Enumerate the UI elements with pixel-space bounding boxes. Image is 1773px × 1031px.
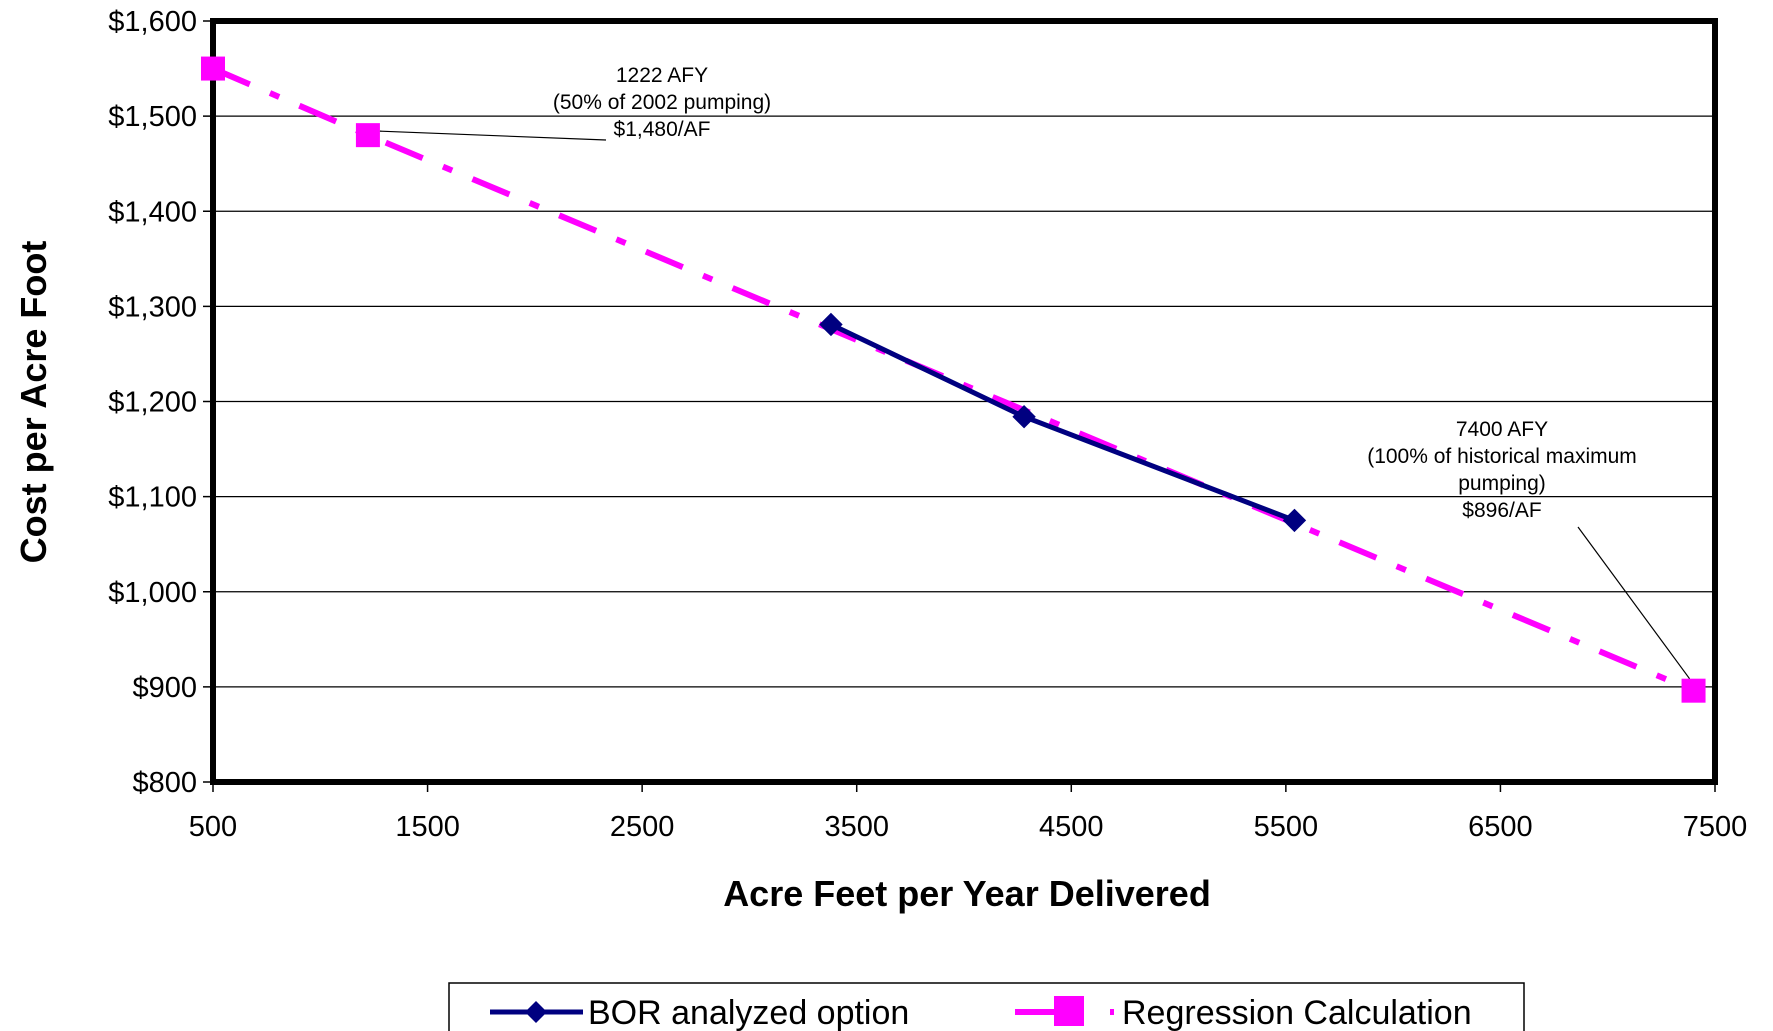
annotation-2-line: 7400 AFY (1456, 418, 1548, 441)
annotation-1-line: 1222 AFY (616, 64, 708, 87)
legend-box (448, 982, 1525, 1031)
annotation-2-leader (1577, 526, 1691, 680)
x-tick-label: 4500 (1039, 811, 1104, 843)
y-tick-label: $1,300 (108, 291, 197, 323)
y-tick-label: $800 (132, 767, 197, 799)
y-tick-label: $1,600 (108, 6, 197, 38)
series-line-1 (211, 65, 1695, 694)
data-point-diamond (1012, 405, 1036, 429)
series-line-0 (829, 322, 1296, 523)
x-tick-label: 2500 (610, 811, 675, 843)
x-tick-label: 5500 (1254, 811, 1319, 843)
x-tick-label: 1500 (395, 811, 460, 843)
annotations-layer: 1222 AFY (50% of 2002 pumping) $1,480/AF 74… (379, 64, 1691, 680)
y-tick-label: $900 (132, 672, 197, 704)
legend-label-bor: BOR analyzed option (588, 994, 909, 1031)
legend-marker-regression (1054, 996, 1084, 1026)
data-point-square (1681, 678, 1706, 703)
y-tick-label: $1,200 (108, 387, 197, 419)
y-tick-label: $1,400 (108, 196, 197, 228)
legend: BOR analyzed option Regression Calculatio… (448, 982, 1525, 1031)
annotation-2-line: (100% of historical maximum (1367, 445, 1637, 468)
y-tick-label: $1,500 (108, 101, 197, 133)
annotation-1-line: (50% of 2002 pumping) (553, 91, 771, 114)
series-layer (211, 65, 1695, 694)
annotation-2-line: $896/AF (1462, 499, 1541, 522)
x-tick-label: 7500 (1683, 811, 1748, 843)
data-point-square (355, 123, 380, 148)
x-axis-title: Acre Feet per Year Delivered (723, 873, 1211, 914)
y-tick-label: $1,000 (108, 577, 197, 609)
annotation-1-leader (379, 130, 607, 141)
legend-label-regression: Regression Calculation (1122, 994, 1472, 1031)
data-point-diamond (1282, 508, 1307, 533)
y-tick-label: $1,100 (108, 482, 197, 514)
axis-ticks: $800 $900 $1,000 $1,100 $1,200 $1,300 $1,400 $1… (108, 6, 1747, 843)
annotation-1-line: $1,480/AF (614, 118, 711, 141)
y-axis-title: Cost per Acre Foot (13, 241, 54, 564)
markers-layer (201, 56, 1706, 703)
legend-marker-bor (525, 1001, 547, 1023)
x-tick-label: 3500 (824, 811, 889, 843)
data-point-square (201, 56, 225, 81)
grid-lines (213, 115, 1715, 688)
annotation-2-line: pumping) (1458, 472, 1546, 495)
x-tick-label: 500 (189, 811, 237, 843)
data-point-diamond (819, 312, 843, 337)
x-tick-label: 6500 (1468, 811, 1533, 843)
